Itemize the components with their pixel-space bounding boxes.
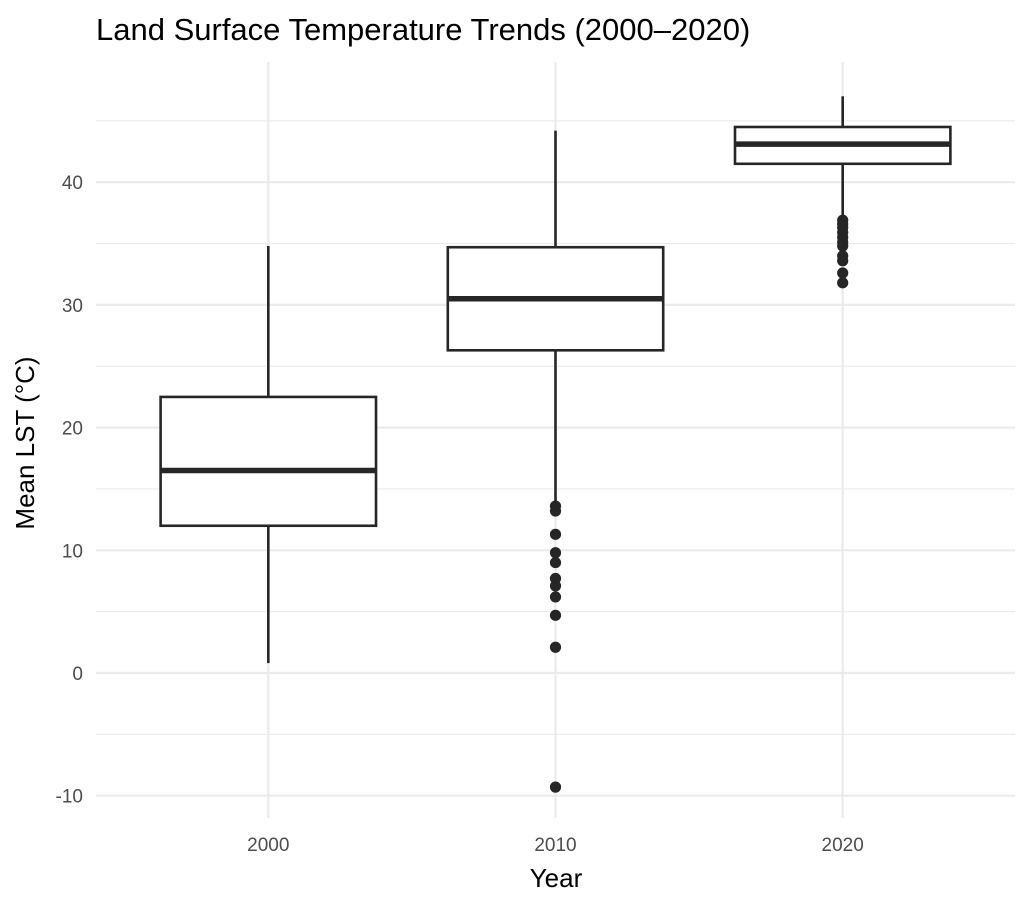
outlier-point	[837, 240, 849, 252]
outlier-point	[549, 547, 562, 559]
y-tick-label: 10	[62, 541, 83, 562]
y-tick-label: 20	[62, 419, 83, 440]
outlier-point	[549, 641, 562, 653]
outlier-point	[549, 609, 562, 621]
outlier-point	[549, 580, 562, 592]
y-tick-label: 40	[62, 173, 83, 194]
y-axis-title: Mean LST (°C)	[10, 356, 40, 529]
x-tick-label: 2000	[247, 835, 289, 856]
x-tick-labels: 2000 2010 2020	[247, 835, 864, 856]
boxplot-2010	[446, 130, 665, 793]
x-tick-label: 2020	[822, 835, 864, 856]
outlier-point	[837, 277, 849, 289]
x-axis-title: Year	[530, 863, 583, 893]
boxplots	[159, 96, 952, 793]
y-tick-labels: -10 0 10 20 30 40	[56, 173, 83, 808]
y-tick-label: 0	[72, 664, 83, 685]
x-tick-label: 2010	[534, 835, 576, 856]
y-tick-label: -10	[56, 787, 83, 808]
outlier-point	[837, 255, 849, 267]
boxplot-2020	[733, 96, 952, 289]
box-iqr	[159, 395, 378, 528]
outlier-point	[549, 505, 562, 517]
chart-title: Land Surface Temperature Trends (2000–20…	[96, 12, 750, 47]
outlier-point	[549, 591, 562, 603]
boxplot-2000	[159, 246, 378, 664]
outlier-point	[549, 528, 562, 540]
outlier-point	[549, 781, 562, 793]
y-tick-label: 30	[62, 296, 83, 317]
outlier-point	[549, 556, 562, 569]
outlier-point	[837, 267, 849, 279]
